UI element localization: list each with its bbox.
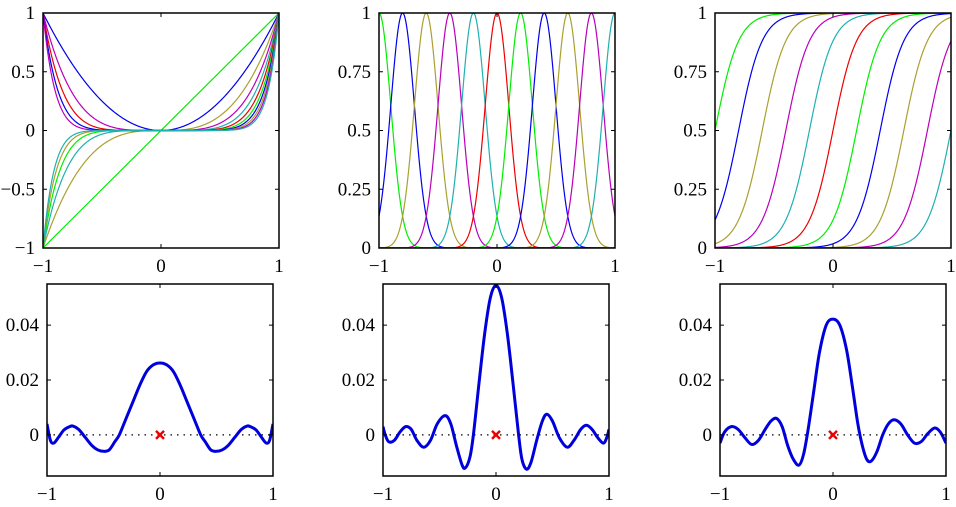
basis-function-curve [43, 13, 279, 132]
x-tick-label: −1 [37, 484, 57, 505]
basis-function-curve [43, 13, 279, 132]
basis-function-curve [379, 13, 615, 248]
x-tick-label: 1 [274, 256, 284, 277]
basis-function-curve [379, 13, 615, 248]
panel-kernel-polynomial: −1 0 1 0 0.02 0.04 [6, 283, 278, 505]
y-tick-label: 0.02 [679, 370, 712, 391]
panel-kernel-sigmoidal: −1 0 1 0 0.02 0.04 [679, 283, 951, 505]
y-tick-label: 0 [362, 238, 372, 259]
axes-frame [378, 12, 616, 249]
y-tick-label: 0 [30, 425, 40, 446]
basis-function-curve [379, 13, 615, 248]
y-tick-label: 1 [26, 3, 36, 24]
basis-function-curve [379, 13, 615, 248]
basis-function-curve [43, 13, 279, 248]
x-tick-label: −1 [373, 484, 393, 505]
basis-function-curve [379, 13, 615, 248]
y-tick-label: 0 [698, 238, 708, 259]
basis-function-curve [379, 13, 615, 248]
basis-function-curve [379, 13, 615, 248]
y-tick-label: 0.04 [679, 315, 713, 336]
y-tick-label: 1 [362, 3, 372, 24]
y-tick-label: 0.04 [6, 315, 40, 336]
y-tick-label: 0.04 [342, 315, 376, 336]
series-line [383, 284, 609, 471]
y-tick-label: −1 [15, 238, 35, 259]
panel-kernel-gaussian: −1 0 1 0 0.02 0.04 [342, 283, 614, 505]
x-tick-label: 1 [946, 256, 956, 277]
x-tick-label: 0 [492, 256, 502, 277]
basis-function-curve [715, 40, 951, 248]
basis-function-curve [379, 13, 615, 248]
basis-function-curve [43, 13, 279, 132]
plot-area [379, 13, 615, 248]
x-tick-label: −1 [710, 484, 730, 505]
y-tick-label: 1 [698, 3, 708, 24]
x-marker-icon [828, 430, 838, 440]
panel-gaussian-basis: −1 0 100.250.50.751 [338, 3, 620, 277]
y-tick-label: 0.75 [674, 62, 707, 83]
plot-area [715, 13, 951, 248]
x-marker-icon [491, 430, 501, 440]
plot-area [720, 317, 946, 467]
y-tick-label: 0.02 [342, 370, 375, 391]
axes-frame [719, 283, 947, 477]
basis-function-curve [715, 13, 951, 221]
y-tick-label: −0.5 [1, 179, 35, 200]
y-tick-label: 0.25 [338, 179, 371, 200]
basis-function-curve [715, 130, 951, 248]
panel-polynomial-basis: −1 0 1 −1 −0.5 0 0.5 1 [1, 3, 284, 277]
y-tick-label: 0.5 [683, 121, 707, 142]
x-tick-label: −1 [369, 256, 389, 277]
y-tick-label: 0 [366, 425, 376, 446]
y-tick-label: 0 [703, 425, 713, 446]
x-tick-label: 0 [828, 256, 838, 277]
x-tick-label: 1 [941, 484, 951, 505]
axes-frame [46, 283, 274, 477]
basis-function-curve [379, 13, 615, 248]
series-line [47, 361, 273, 453]
y-tick-label: 0 [26, 121, 36, 142]
y-tick-label: 0.75 [338, 62, 371, 83]
basis-function-curve [715, 13, 951, 248]
y-tick-label: 0.02 [6, 370, 39, 391]
x-marker-icon [155, 430, 165, 440]
x-tick-label: 0 [156, 256, 166, 277]
basis-function-curve [715, 13, 951, 131]
y-tick-label: 0.25 [674, 179, 707, 200]
plot-area [43, 13, 279, 248]
x-tick-label: 0 [491, 484, 501, 505]
basis-function-curve [379, 13, 615, 248]
plot-area [47, 361, 273, 453]
basis-function-curve [43, 13, 279, 132]
x-tick-label: −1 [705, 256, 725, 277]
x-tick-label: 1 [268, 484, 278, 505]
series-line [720, 317, 946, 467]
basis-function-curve [43, 13, 279, 132]
x-tick-label: 0 [155, 484, 165, 505]
x-tick-label: 0 [828, 484, 838, 505]
basis-function-curve [379, 13, 615, 248]
plot-area [383, 284, 609, 471]
x-tick-label: 1 [604, 484, 614, 505]
y-tick-label: 0.5 [347, 121, 371, 142]
axes-frame [382, 283, 610, 477]
panel-sigmoidal-basis: −1 0 100.250.50.751 [674, 3, 956, 277]
y-tick-label: 0.5 [11, 62, 35, 83]
x-tick-label: −1 [33, 256, 53, 277]
x-tick-label: 1 [610, 256, 620, 277]
